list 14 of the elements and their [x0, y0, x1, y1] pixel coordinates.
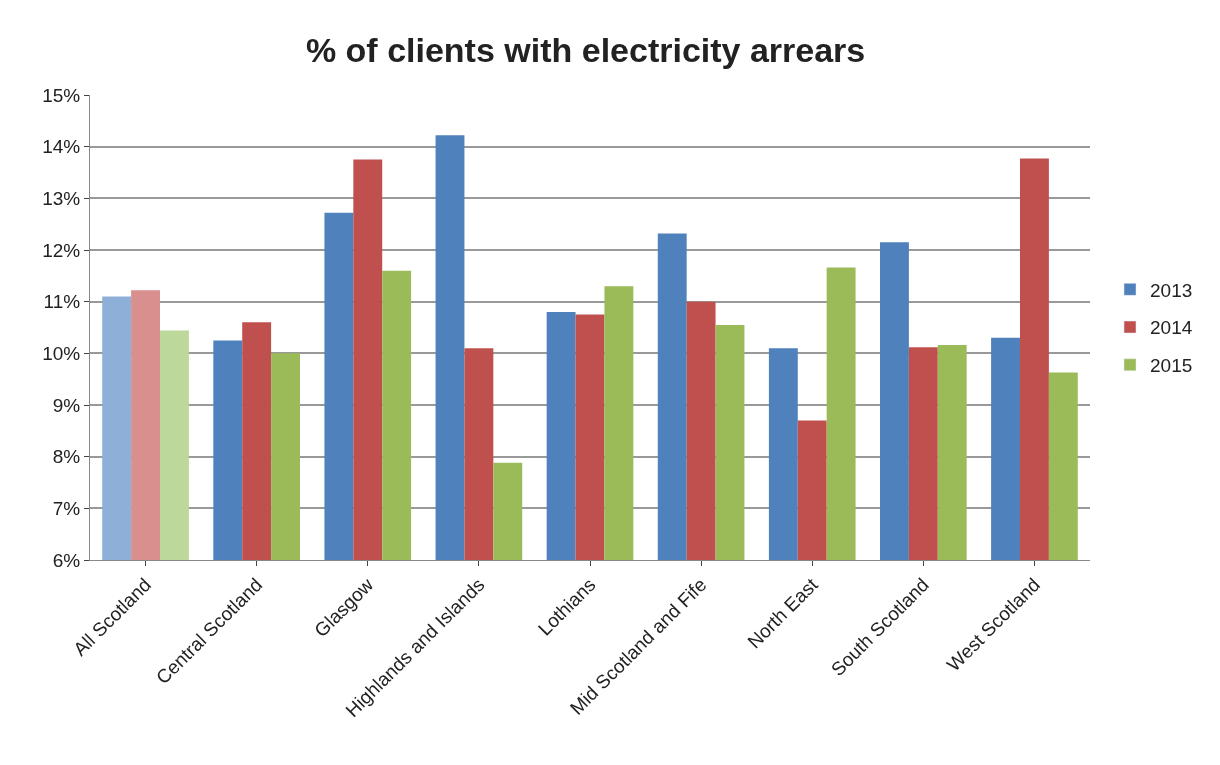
y-tick-label: 14% — [42, 136, 81, 158]
y-tick-label: 7% — [52, 497, 81, 519]
y-tick-label: 13% — [42, 187, 81, 209]
y-tick-label: 11% — [43, 291, 81, 313]
legend-label: 2013 — [1150, 279, 1193, 301]
y-tick-label: 8% — [52, 446, 81, 468]
y-tick-label: 9% — [52, 394, 81, 416]
y-tick-label: 15% — [42, 84, 81, 106]
legend-label: 2014 — [1150, 317, 1193, 339]
chart-title: % of clients with electricity arrears — [305, 31, 866, 70]
y-tick-label: 6% — [52, 549, 81, 571]
y-tick-label: 12% — [42, 239, 81, 261]
legend-label: 2015 — [1150, 355, 1193, 377]
y-tick-label: 10% — [42, 342, 81, 364]
